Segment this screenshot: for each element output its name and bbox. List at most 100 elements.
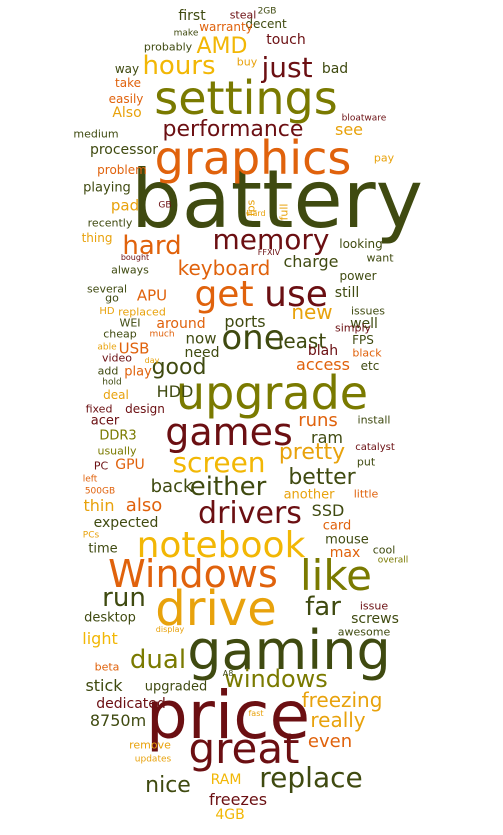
- word-desktop: desktop: [84, 610, 136, 626]
- word-much: much: [149, 329, 175, 340]
- word-bad: bad: [321, 61, 349, 77]
- word-new: new: [291, 300, 333, 324]
- word-either: either: [189, 472, 267, 502]
- word-etc: etc: [360, 359, 380, 373]
- word-also-cap: Also: [112, 105, 142, 121]
- word-simply: simply: [334, 321, 372, 335]
- word-easily: easily: [108, 92, 144, 106]
- word-memory: memory: [212, 223, 330, 256]
- word-just: just: [261, 51, 313, 84]
- word-warranty: warranty: [199, 20, 253, 34]
- word-apu: APU: [136, 286, 168, 305]
- word-windows-lower: windows: [224, 665, 328, 693]
- word-freezes: freezes: [208, 790, 268, 809]
- word-medium: medium: [73, 127, 119, 141]
- word-probably: probably: [143, 40, 193, 54]
- word-light: light: [82, 629, 118, 648]
- word-black: black: [352, 346, 382, 360]
- word-dual: dual: [129, 645, 187, 675]
- word-recently: recently: [87, 216, 133, 230]
- word-access: access: [296, 355, 350, 374]
- word-stick: stick: [85, 676, 123, 695]
- word-ram: ram: [311, 428, 343, 447]
- word-acer: acer: [90, 413, 120, 429]
- word-wei: WEI: [119, 316, 141, 330]
- word-ssd: SSD: [311, 501, 345, 520]
- word-well: well: [350, 316, 378, 332]
- word-graphics: graphics: [154, 131, 352, 185]
- word-notebook: notebook: [136, 525, 306, 566]
- word-games: games: [165, 410, 293, 454]
- word-awesome: awesome: [337, 625, 391, 639]
- word-replace: replace: [259, 761, 363, 794]
- word-gaming: gaming: [187, 619, 391, 682]
- word-max: max: [329, 545, 361, 561]
- word-go: go: [105, 291, 119, 305]
- word-gb: GB: [158, 200, 172, 211]
- word-replaced: replaced: [118, 305, 166, 319]
- word-settings: settings: [154, 71, 338, 125]
- word-put: put: [356, 455, 376, 469]
- word-hard-small: Hard: [246, 209, 266, 218]
- word-issues: issues: [351, 304, 385, 318]
- word-cheap: cheap: [103, 327, 137, 341]
- word-usb: USB: [118, 339, 150, 358]
- word-better: better: [288, 465, 356, 490]
- word-upgraded: upgraded: [144, 679, 208, 695]
- word-remove: remove: [129, 738, 171, 752]
- word-updates: updates: [134, 754, 172, 765]
- word-pay: pay: [373, 151, 395, 165]
- word-day: day: [144, 356, 160, 365]
- word-price: price: [145, 677, 311, 754]
- word-windows: Windows: [108, 552, 278, 596]
- word-pc: PC: [93, 459, 109, 473]
- word-ddr3: DDR3: [99, 428, 137, 444]
- word-fixed: fixed: [85, 402, 113, 416]
- word-play: play: [124, 364, 152, 380]
- word-2gb: 2GB: [257, 6, 277, 17]
- word-need: need: [184, 345, 220, 361]
- word-get: get: [194, 274, 254, 315]
- word-drivers: drivers: [198, 496, 302, 531]
- word-now: now: [185, 329, 217, 348]
- word-steal: steal: [229, 8, 257, 22]
- word-500gb: 500GB: [84, 486, 116, 497]
- word-good: good: [151, 355, 207, 380]
- word-least: least: [277, 329, 327, 353]
- word-pretty: pretty: [278, 440, 346, 465]
- word-see: see: [334, 120, 364, 139]
- word-beta: beta: [94, 660, 120, 674]
- word-card: card: [322, 518, 352, 534]
- word-playing: playing: [83, 180, 131, 196]
- word-dedicated: dedicated: [96, 696, 166, 712]
- word-install: install: [357, 413, 391, 427]
- word-hours: hours: [142, 51, 216, 81]
- word-add: add: [97, 364, 119, 378]
- word-catalyst: catalyst: [355, 442, 395, 453]
- word-run: run: [102, 583, 146, 613]
- word-take: take: [115, 76, 141, 90]
- word-gpu: GPU: [115, 457, 145, 473]
- word-8750m: 8750m: [89, 711, 147, 730]
- word-mouse: mouse: [325, 532, 369, 548]
- word-ram-upper: RAM: [210, 772, 242, 788]
- word-ffxiv: FFXIV: [257, 248, 281, 257]
- word-buy: buy: [236, 55, 258, 69]
- word-hold: hold: [102, 377, 122, 388]
- word-hdd: HDD: [156, 382, 194, 401]
- word-fast: fast: [248, 709, 264, 718]
- word-display: display: [155, 625, 185, 634]
- word-another: another: [283, 487, 335, 503]
- word-pcs: PCs: [82, 530, 100, 541]
- word-left: left: [82, 474, 98, 485]
- word-issue: issue: [359, 599, 389, 613]
- word-performance: performance: [162, 117, 304, 142]
- word-ports: ports: [224, 312, 266, 331]
- word-power: power: [339, 269, 377, 283]
- word-fps-upper: FPS: [352, 333, 374, 347]
- word-first: first: [178, 8, 206, 24]
- word-screen: screen: [172, 446, 266, 479]
- word-several: several: [86, 282, 128, 296]
- word-great: great: [188, 724, 300, 773]
